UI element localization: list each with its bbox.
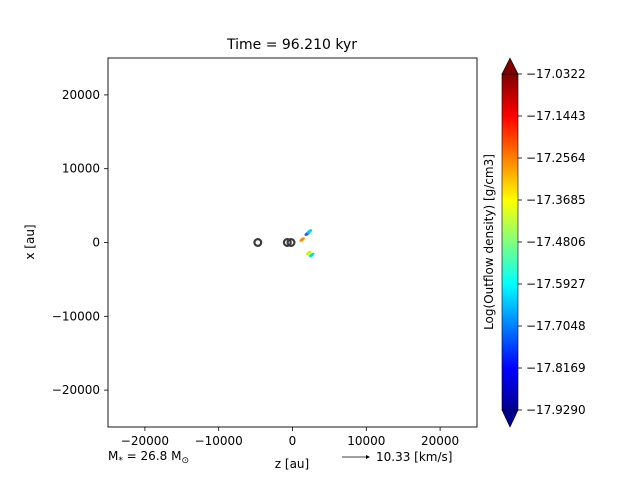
x-tick-label: 0 — [289, 434, 297, 448]
outflow-lower-lobe-tip — [308, 252, 315, 258]
mass-symbol: M — [108, 449, 118, 463]
sink-particles — [253, 238, 296, 248]
x-tick-label: −10000 — [195, 434, 243, 448]
colorbar-label: Log(Outflow density) [g/cm3] — [482, 154, 496, 330]
colorbar-tick-label: −17.7048 — [526, 319, 586, 333]
outflow-lower-lobe — [305, 250, 312, 256]
x-tick-label: 10000 — [347, 434, 385, 448]
colorbar-extend-bottom — [501, 409, 519, 428]
x-axis-ticks: −20000 −10000 0 10000 20000 — [121, 427, 459, 448]
colorbar-tick-label: −17.4806 — [526, 235, 586, 249]
colorbar-tick-label: −17.5927 — [526, 277, 586, 291]
outflow-upper-lobe-tip — [306, 229, 313, 234]
colorbar-tick-label: −17.2564 — [526, 151, 586, 165]
colorbar-tick-label: −17.1443 — [526, 109, 586, 123]
sink-particle-3 — [286, 238, 296, 248]
colorbar-tick-label: −17.9290 — [526, 403, 586, 417]
y-tick-label: 10000 — [62, 162, 100, 176]
x-tick-label: −20000 — [121, 434, 169, 448]
y-tick-label: 20000 — [62, 88, 100, 102]
mass-sun-subscript: ⊙ — [181, 456, 189, 466]
mass-annotation: M* = 26.8 M⊙ — [108, 449, 189, 466]
y-axis-label: x [au] — [23, 224, 37, 259]
y-tick-label: −10000 — [52, 309, 100, 323]
velocity-key-label: 10.33 [km/s] — [376, 450, 452, 464]
colorbar-extend-top — [501, 57, 519, 75]
sink-particle-2 — [282, 238, 292, 248]
colorbar — [501, 73, 519, 411]
colorbar-tick-label: −17.3685 — [526, 193, 586, 207]
outflow-core-band — [299, 237, 305, 242]
y-tick-label: 0 — [92, 236, 100, 250]
mass-value: = 26.8 M — [123, 449, 182, 463]
colorbar-tick-label: −17.8169 — [526, 361, 586, 375]
x-axis-label: z [au] — [275, 457, 309, 471]
velocity-key-arrowhead — [366, 455, 370, 459]
y-tick-label: −20000 — [52, 383, 100, 397]
x-tick-label: 20000 — [421, 434, 459, 448]
mass-star-subscript: * — [118, 456, 123, 466]
chart-title: Time = 96.210 kyr — [226, 37, 357, 53]
outflow-contours — [299, 229, 315, 258]
colorbar-ticks: −17.0322 −17.1443 −17.2564 −17.3685 −17.4806… — [518, 67, 586, 417]
plot-area — [107, 57, 478, 428]
y-axis-ticks: 20000 10000 0 −10000 −20000 — [52, 88, 108, 397]
colorbar-tick-label: −17.0322 — [526, 67, 586, 81]
sink-particle-1 — [253, 238, 263, 248]
